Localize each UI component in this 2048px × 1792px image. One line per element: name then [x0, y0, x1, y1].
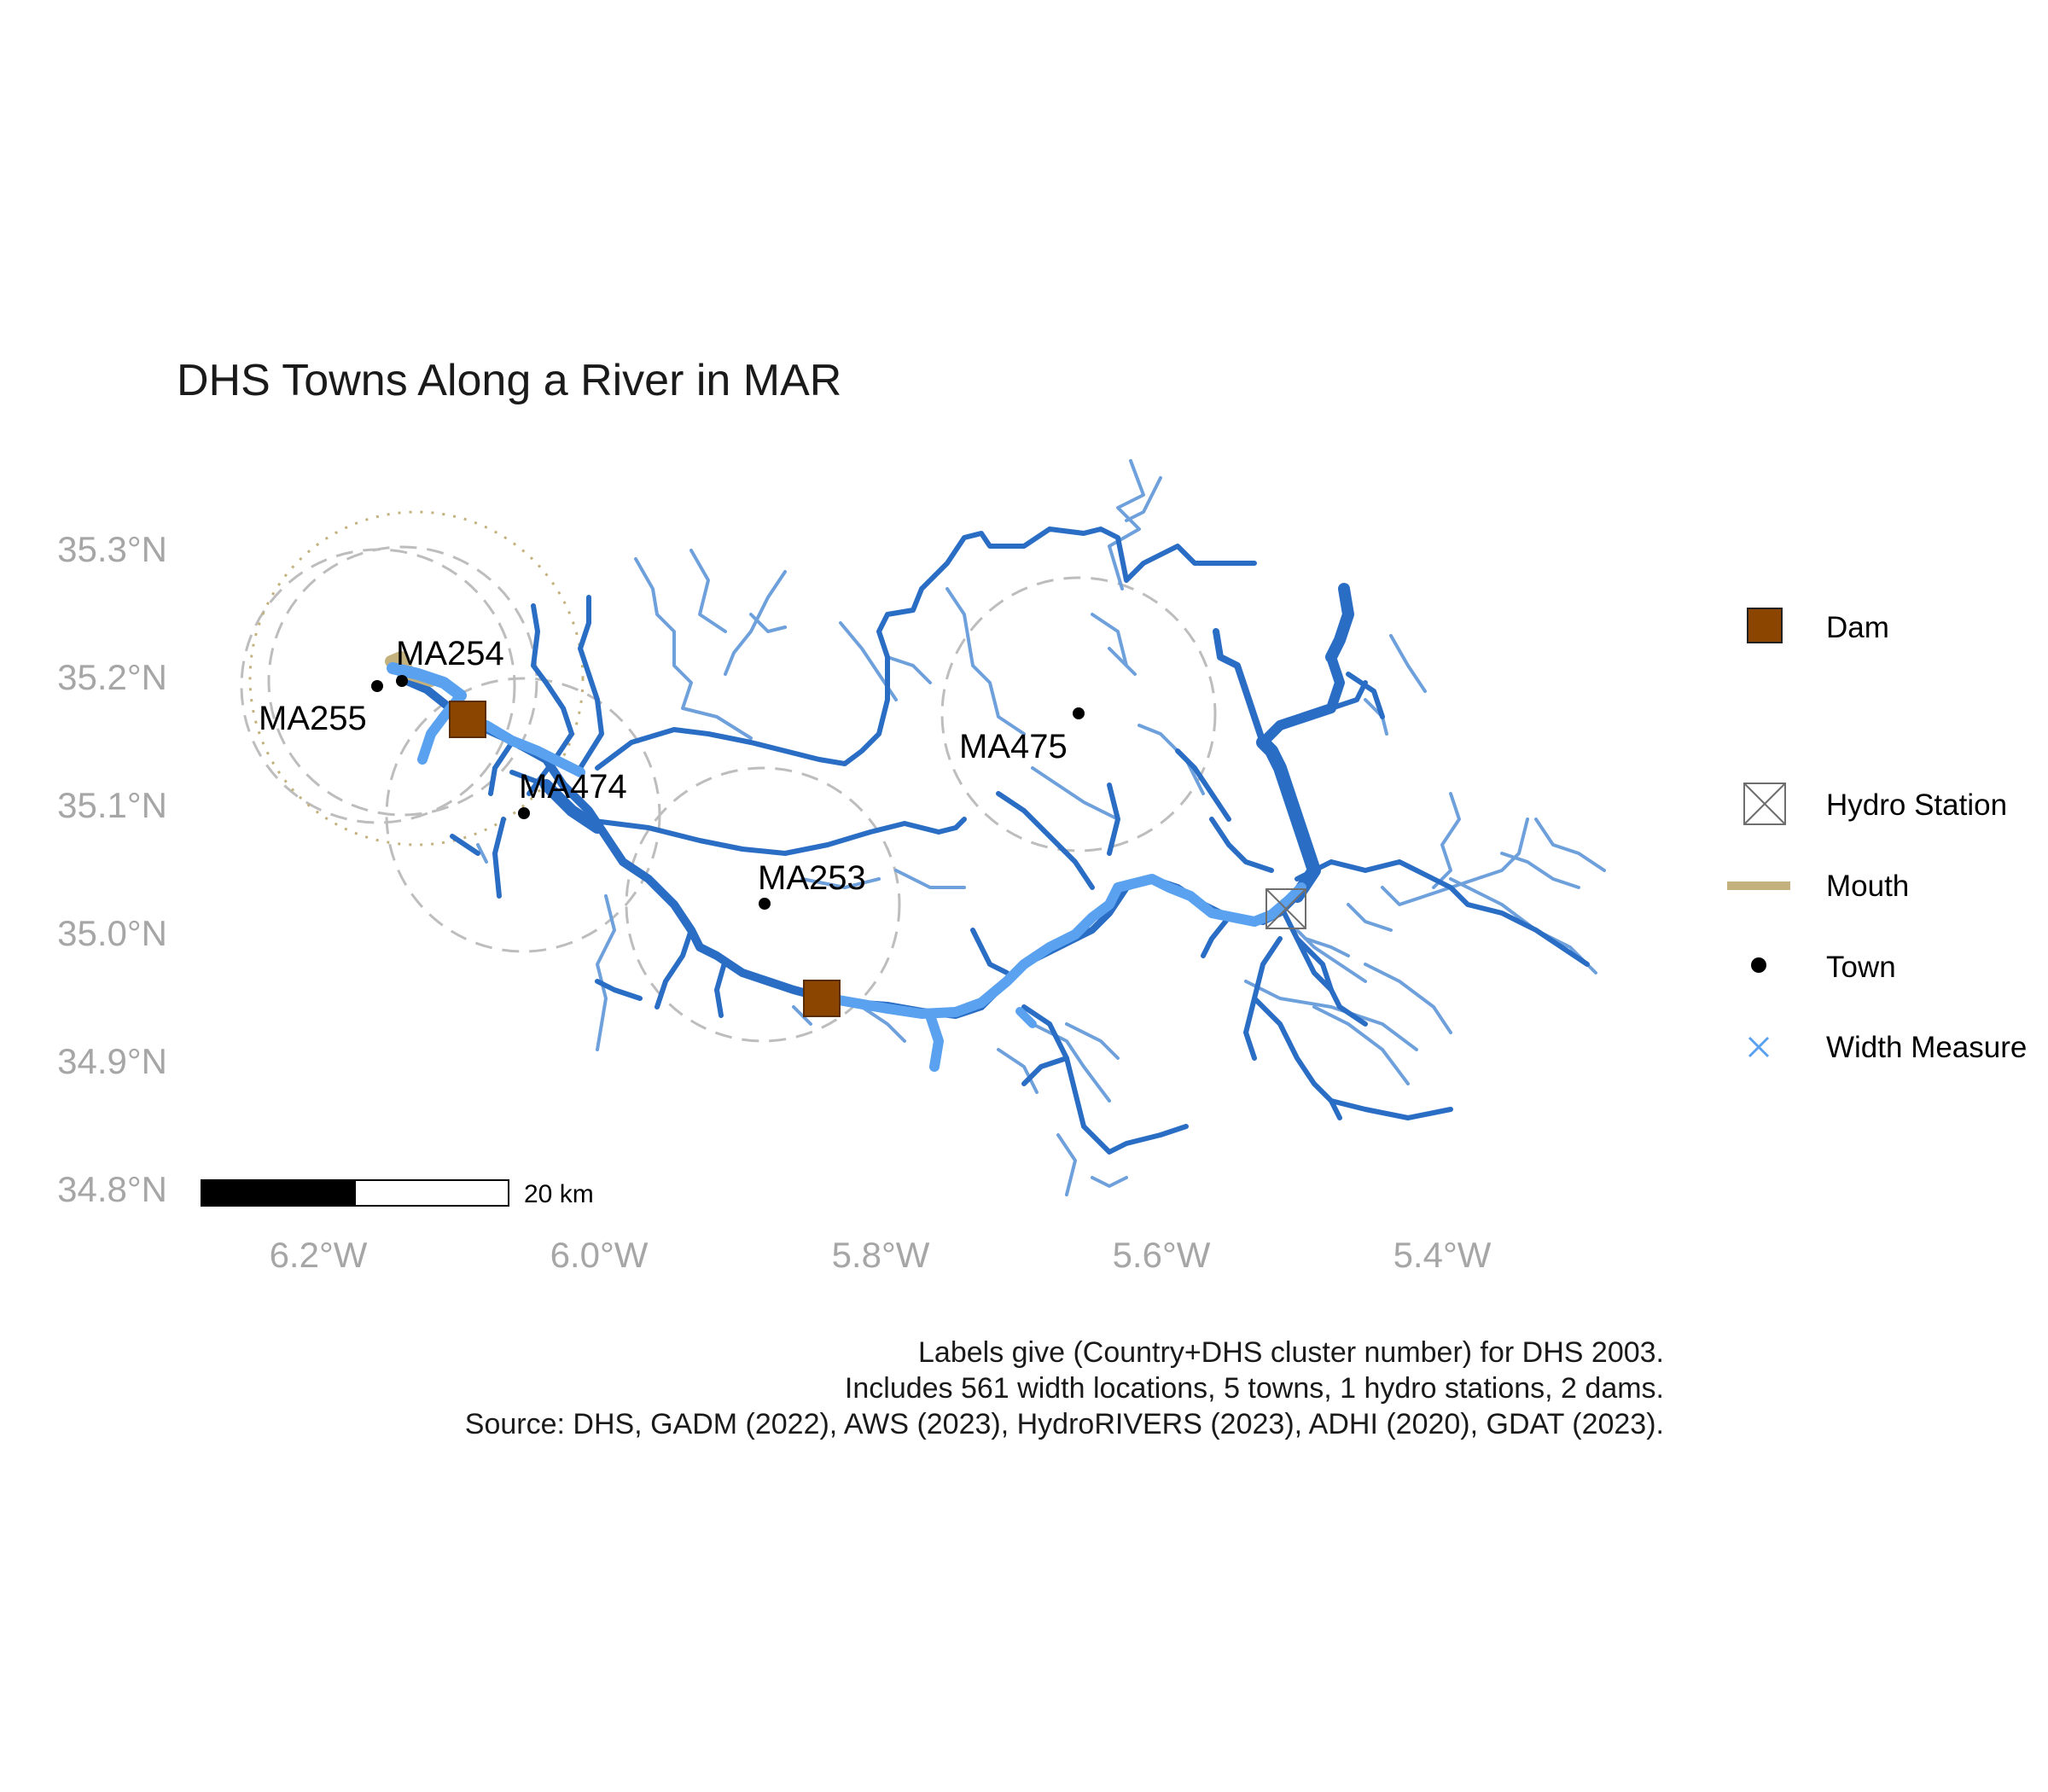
hydro-station: [1265, 888, 1306, 929]
legend-width-measure-icon: [1748, 1036, 1770, 1058]
caption-line-3: Source: DHS, GADM (2022), AWS (2023), Hy…: [465, 1408, 1664, 1440]
dams: [449, 701, 841, 1017]
main-river-network: [397, 527, 1590, 1155]
scale-bar-label: 20 km: [524, 1180, 594, 1208]
dam-marker: [449, 701, 486, 738]
legend-dam-label: Dam: [1826, 611, 1889, 644]
legend: Dam Hydro Station Mouth Town Width Measu…: [1727, 608, 2027, 1064]
y-tick-label: 34.8°N: [57, 1169, 167, 1209]
x-tick-label: 5.6°W: [1113, 1235, 1211, 1275]
legend-town-label: Town: [1826, 951, 1896, 984]
river-mouth-segment: [385, 651, 407, 667]
y-tick-label: 34.9°N: [57, 1041, 167, 1081]
y-tick-label: 35.1°N: [57, 785, 167, 825]
legend-town-dot: [1751, 957, 1766, 973]
x-tick-label: 5.4°W: [1393, 1235, 1492, 1275]
town-label: MA474: [519, 768, 627, 806]
y-tick-label: 35.3°N: [57, 529, 167, 569]
x-tick-label: 6.2°W: [270, 1235, 368, 1275]
town-label: MA254: [396, 635, 504, 672]
town-point: [1073, 707, 1085, 719]
town-label: MA475: [959, 728, 1068, 765]
caption-line-1: Labels give (Country+DHS cluster number)…: [918, 1336, 1664, 1369]
caption-line-2: Includes 561 width locations, 5 towns, 1…: [845, 1372, 1664, 1405]
map-title: DHS Towns Along a River in MAR: [177, 356, 841, 405]
legend-hydro-station-icon: [1743, 783, 1786, 825]
towns: MA254 MA255 MA474 MA253 MA475: [259, 635, 1085, 910]
scale-bar: 20 km: [201, 1179, 594, 1208]
x-tick-label: 6.0°W: [550, 1235, 649, 1275]
legend-mouth-label: Mouth: [1826, 870, 1909, 903]
x-axis: 6.2°W 6.0°W 5.8°W 5.6°W 5.4°W: [270, 1235, 1492, 1275]
minor-tributaries: [476, 459, 1606, 1196]
x-tick-label: 5.8°W: [832, 1235, 930, 1275]
town-point: [759, 898, 771, 910]
dam-marker: [803, 980, 841, 1017]
legend-dam-swatch: [1747, 608, 1783, 643]
y-tick-label: 35.2°N: [57, 657, 167, 697]
town-buffers: [240, 510, 1217, 1043]
town-point: [518, 807, 530, 819]
town-point: [396, 675, 408, 687]
y-axis: 35.3°N 35.2°N 35.1°N 35.0°N 34.9°N 34.8°…: [57, 529, 167, 1209]
town-label: MA253: [758, 859, 866, 897]
mouth-buffer-circle: [248, 510, 585, 847]
legend-hydro-station-label: Hydro Station: [1826, 788, 2007, 822]
buffer-circle-ma253: [625, 766, 901, 1043]
buffer-circle-ma475: [940, 576, 1217, 852]
town-label: MA255: [259, 700, 367, 737]
buffer-circle-ma254: [267, 545, 538, 817]
town-point: [371, 680, 383, 692]
caption: Labels give (Country+DHS cluster number)…: [465, 1336, 1664, 1440]
y-tick-label: 35.0°N: [57, 913, 167, 953]
legend-width-measure-label: Width Measure: [1826, 1031, 2027, 1064]
